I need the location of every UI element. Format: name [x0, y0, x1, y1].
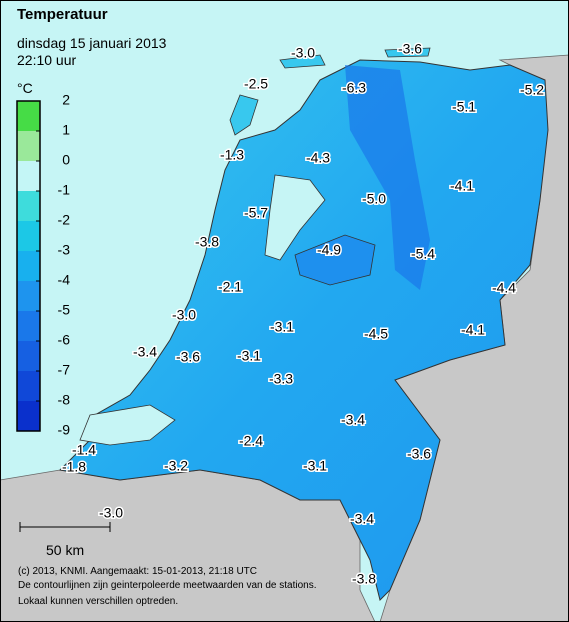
- footer-line: De contourlijnen zijn geinterpoleerde me…: [18, 580, 317, 591]
- legend: 2 1 0 -1 -2 -3 -4 -5 -6 -7 -8 -9: [16, 92, 71, 438]
- legend-tick-label: -2: [58, 212, 71, 228]
- legend-tick-label: -9: [58, 422, 71, 438]
- legend-tick-label: -5: [58, 302, 71, 318]
- station-value: -3.8: [195, 234, 219, 250]
- station-value: -3.0: [172, 307, 196, 323]
- legend-tick-label: -3: [58, 242, 71, 258]
- ijsselmeer: [264, 174, 326, 261]
- station-value: -3.0: [99, 505, 123, 521]
- legend-band: [17, 281, 40, 311]
- station-value: -3.0: [291, 45, 315, 61]
- station-value: -3.3: [269, 371, 293, 387]
- flevoland: [294, 234, 376, 286]
- legend-band: [17, 311, 40, 341]
- station-value: -3.6: [407, 446, 431, 462]
- stations: -3.0 -3.6 -2.5 -6.3 -5.1 -5.2 -1.3 -4.3 -4.1 -5.7…: [60, 39, 545, 588]
- station-value: -2.5: [244, 76, 268, 92]
- date: dinsdag 15 januari 2013: [17, 35, 167, 51]
- station-value: -4.4: [492, 280, 516, 296]
- legend-tick-label: 1: [62, 122, 70, 138]
- legend-tick-label: -1: [58, 182, 71, 198]
- legend-band: [17, 371, 40, 401]
- footer-line: (c) 2013, KNMI. Aangemaakt: 15-01-2013, …: [18, 566, 257, 577]
- station-value: -5.0: [362, 191, 386, 207]
- legend-band: [17, 101, 40, 131]
- station-value: -3.2: [164, 458, 188, 474]
- station-value: -1.3: [220, 147, 244, 163]
- station-value: -1.8: [62, 459, 86, 475]
- legend-unit: °C: [17, 80, 33, 96]
- title: Temperatuur: [17, 6, 108, 23]
- station-value: -5.4: [411, 246, 435, 262]
- legend-band: [17, 131, 40, 161]
- station-value: -1.4: [72, 442, 96, 458]
- legend-band: [17, 341, 40, 371]
- station-value: -5.1: [452, 99, 476, 115]
- legend-frame: [16, 100, 41, 432]
- legend-band: [17, 251, 40, 281]
- station-value: -3.6: [176, 349, 200, 365]
- cold-zone: [345, 65, 430, 290]
- station-value: -3.1: [303, 458, 327, 474]
- station-value: -4.1: [461, 322, 485, 338]
- station-value: -3.1: [270, 319, 294, 335]
- station-value: -4.9: [317, 242, 341, 258]
- zeeland-water: [79, 404, 176, 446]
- station-value: -6.3: [342, 80, 366, 96]
- station-value: -5.7: [244, 205, 268, 221]
- scale-label: 50 km: [46, 542, 84, 558]
- legend-band: [17, 221, 40, 251]
- legend-band: [17, 401, 40, 431]
- station-value: -2.1: [218, 279, 242, 295]
- legend-tick-label: -4: [58, 272, 71, 288]
- netherlands: [58, 59, 549, 601]
- station-value: -3.4: [341, 412, 365, 428]
- footer-line: Lokaal kunnen verschillen optreden.: [18, 596, 178, 607]
- station-value: -3.6: [398, 41, 422, 57]
- wadden-islands: [229, 47, 431, 136]
- legend-band: [17, 161, 40, 191]
- station-value: -2.4: [239, 433, 263, 449]
- station-value: -5.2: [520, 82, 544, 98]
- station-value: -3.4: [350, 511, 374, 527]
- legend-tick-label: -7: [58, 362, 71, 378]
- station-value: -4.5: [364, 326, 388, 342]
- legend-tick-label: -8: [58, 392, 71, 408]
- station-value: -4.3: [306, 150, 330, 166]
- legend-tick-label: -6: [58, 332, 71, 348]
- station-value: -3.1: [237, 348, 261, 364]
- station-value: -4.1: [450, 178, 474, 194]
- station-value: -3.8: [352, 571, 376, 587]
- station-value: -3.4: [133, 344, 157, 360]
- time: 22:10 uur: [17, 52, 76, 68]
- legend-tick-label: 2: [62, 92, 70, 108]
- legend-tick-label: 0: [62, 152, 70, 168]
- legend-band: [17, 191, 40, 221]
